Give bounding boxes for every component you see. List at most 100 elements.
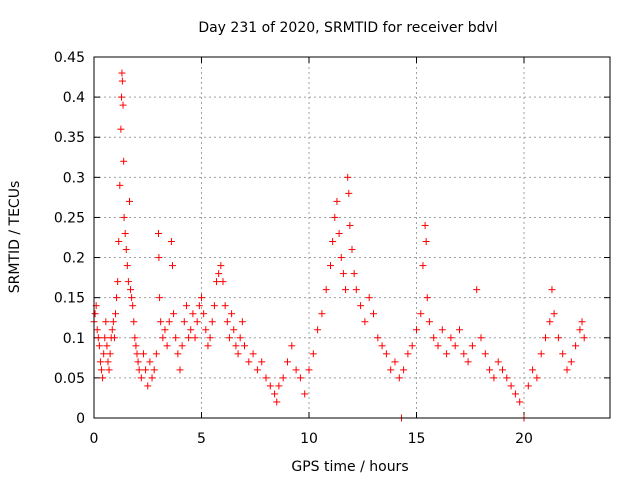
data-point <box>122 246 130 254</box>
data-point <box>202 326 210 334</box>
data-point <box>221 302 229 310</box>
data-point <box>572 342 580 350</box>
y-tick-label: 0.4 <box>63 90 85 106</box>
data-point <box>342 286 350 294</box>
data-point <box>546 318 554 326</box>
data-point <box>331 213 339 221</box>
data-point <box>113 294 121 302</box>
y-axis-title: SRMTID / TECUs <box>7 181 23 294</box>
data-point <box>468 342 476 350</box>
data-point <box>419 262 427 270</box>
data-point <box>170 310 178 318</box>
y-tick-label: 0.2 <box>63 251 85 267</box>
y-tick-label: 0.15 <box>54 291 85 307</box>
y-tick-label: 0.25 <box>54 210 85 226</box>
data-point <box>344 173 352 181</box>
data-point <box>434 342 442 350</box>
data-point <box>105 366 113 374</box>
data-point <box>204 342 212 350</box>
data-point <box>345 189 353 197</box>
data-point <box>567 358 575 366</box>
data-point <box>168 262 176 270</box>
data-point <box>580 334 588 342</box>
data-point <box>554 334 562 342</box>
data-point <box>365 294 373 302</box>
data-point <box>423 294 431 302</box>
data-point <box>130 318 138 326</box>
data-point <box>176 366 184 374</box>
data-point <box>91 310 99 318</box>
data-point <box>152 350 160 358</box>
y-tick-label: 0.35 <box>54 130 85 146</box>
data-point <box>550 310 558 318</box>
data-point <box>123 262 131 270</box>
data-point <box>305 366 313 374</box>
data-point <box>374 334 382 342</box>
data-point <box>430 334 438 342</box>
data-point <box>288 342 296 350</box>
data-point <box>195 302 203 310</box>
data-point <box>223 318 231 326</box>
data-point <box>120 213 128 221</box>
data-point <box>101 334 109 342</box>
y-tick-label: 0.05 <box>54 371 85 387</box>
data-point <box>210 302 218 310</box>
data-point <box>193 318 201 326</box>
data-point <box>156 294 164 302</box>
x-tick-label: 5 <box>197 431 206 447</box>
data-point <box>112 310 119 318</box>
data-point <box>421 221 429 229</box>
data-point <box>447 334 455 342</box>
data-point <box>228 310 236 318</box>
data-point <box>413 326 420 334</box>
data-point <box>172 334 180 342</box>
data-point <box>238 318 246 326</box>
data-point <box>200 310 208 318</box>
data-point <box>524 382 532 390</box>
data-point <box>473 286 481 294</box>
data-point <box>339 270 347 278</box>
data-point <box>548 286 556 294</box>
data-point <box>182 302 190 310</box>
data-point <box>279 374 287 382</box>
data-point <box>219 278 227 286</box>
data-point <box>357 302 365 310</box>
data-point <box>348 246 356 254</box>
data-point <box>271 390 279 398</box>
y-tick-label: 0 <box>76 411 85 427</box>
data-point <box>516 398 524 406</box>
data-point <box>100 350 108 358</box>
data-point <box>137 374 145 382</box>
axis-ticks <box>93 56 610 419</box>
data-point <box>117 125 125 133</box>
data-point <box>148 374 156 382</box>
data-point <box>144 382 152 390</box>
data-point <box>542 334 549 342</box>
data-point <box>155 254 163 262</box>
y-tick-label: 0.45 <box>54 50 85 66</box>
data-point <box>110 334 118 342</box>
data-point <box>456 326 463 334</box>
data-point <box>499 366 506 374</box>
data-point <box>511 390 519 398</box>
data-point <box>486 366 494 374</box>
data-point <box>296 374 304 382</box>
x-tick-label: 0 <box>90 431 99 447</box>
data-point <box>125 197 133 205</box>
data-point <box>275 382 283 390</box>
data-point <box>217 262 225 270</box>
data-point <box>361 318 369 326</box>
data-point <box>198 294 205 302</box>
data-point <box>232 342 240 350</box>
data-point <box>533 374 541 382</box>
data-point <box>139 350 147 358</box>
data-point <box>537 350 545 358</box>
data-point <box>352 286 360 294</box>
data-point <box>99 374 107 382</box>
data-point <box>370 310 377 318</box>
data-point <box>318 310 326 318</box>
data-point <box>213 278 221 286</box>
x-tick-label: 20 <box>515 431 533 447</box>
data-point <box>230 326 238 334</box>
data-point <box>236 334 244 342</box>
